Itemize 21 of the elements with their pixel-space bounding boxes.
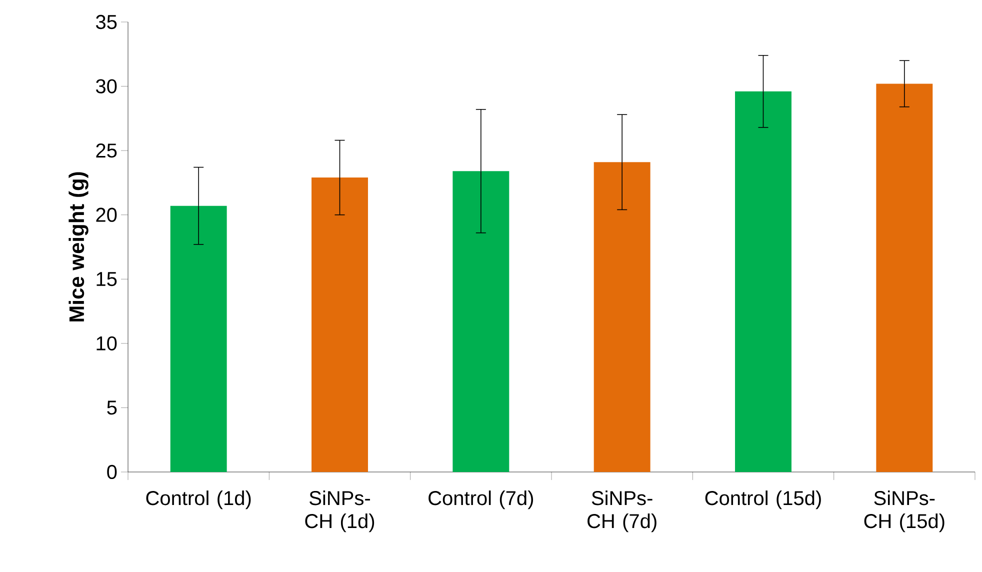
y-tick-label: 30 bbox=[96, 79, 117, 94]
bar bbox=[594, 162, 650, 472]
bar bbox=[312, 178, 368, 472]
bar bbox=[170, 206, 227, 472]
y-tick-label: 15 bbox=[96, 272, 117, 286]
y-tick-label: 35 bbox=[96, 14, 117, 30]
y-tick-label: 5 bbox=[107, 400, 117, 415]
y-axis-title: Mice weight (g) bbox=[68, 172, 88, 322]
bar bbox=[735, 91, 792, 472]
x-tick-label: SiNPs-CH (7d) bbox=[588, 490, 656, 532]
bar bbox=[452, 171, 510, 472]
bar bbox=[876, 84, 933, 472]
x-tick-label: Control (15d) bbox=[705, 490, 821, 510]
x-tick-label: Control (7d) bbox=[428, 490, 534, 510]
x-tick-label: SiNPs-CH (15d) bbox=[864, 490, 944, 532]
x-tick-label: Control (1d) bbox=[146, 490, 251, 510]
y-tick-label: 20 bbox=[96, 208, 117, 222]
x-tick-label: SiNPs-CH (1d) bbox=[305, 490, 374, 532]
y-tick-label: 25 bbox=[96, 143, 117, 158]
y-tick-label: 10 bbox=[96, 336, 117, 350]
y-tick-label: 0 bbox=[107, 464, 117, 480]
